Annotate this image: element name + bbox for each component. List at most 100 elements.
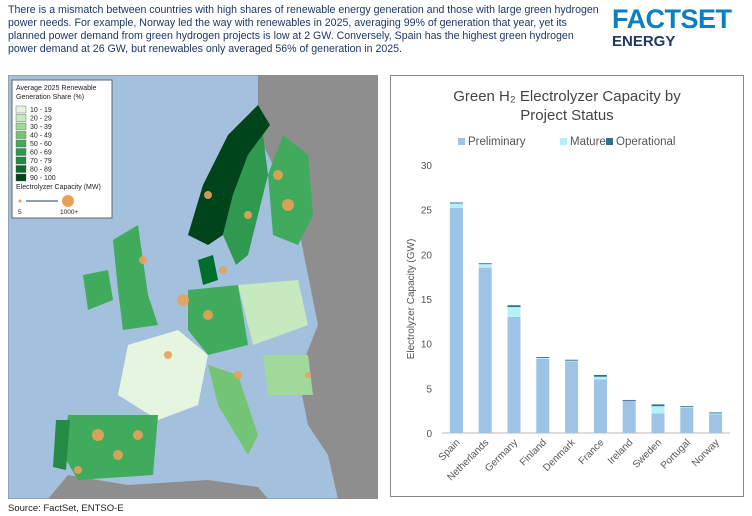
map-legend-label: 30 - 39	[30, 124, 52, 131]
size-legend-max: 1000+	[60, 209, 78, 216]
bar-segment	[651, 406, 665, 414]
portugal	[53, 420, 70, 470]
bar-segment	[709, 414, 723, 433]
y-tick-label: 0	[426, 429, 432, 440]
bar-segment	[593, 374, 607, 377]
finland	[268, 135, 313, 245]
land-africa	[48, 475, 268, 499]
y-tick-label: 5	[426, 384, 432, 395]
map-legend-swatch	[15, 148, 27, 156]
map-legend-swatch	[15, 139, 27, 148]
map-legend-swatch	[15, 114, 27, 122]
map-legend-label: 40 - 49	[30, 133, 52, 140]
bar-segment	[449, 207, 463, 433]
map-legend-swatch	[15, 131, 27, 139]
chart-title: Green H₂ Electrolyzer Capacity by	[453, 88, 681, 105]
map-legend: Average 2025 Renewable Generation Share (…	[11, 79, 113, 219]
bar-segment	[507, 305, 521, 308]
header-text: There is a mismatch between countries wi…	[8, 4, 599, 55]
bar-segment	[709, 412, 723, 414]
bar-segment	[449, 203, 463, 208]
logo: FACTSET	[612, 4, 732, 34]
bar-segment	[507, 307, 521, 317]
bar-segment	[622, 400, 636, 433]
y-tick-label: 30	[421, 161, 433, 172]
map-legend-swatch	[15, 156, 27, 165]
y-axis-label: Electrolyzer Capacity (GW)	[406, 239, 417, 360]
chart-title: Project Status	[520, 107, 613, 124]
y-tick-label: 25	[421, 206, 433, 217]
bar-segment	[536, 357, 550, 359]
norway	[188, 105, 270, 245]
poland	[238, 280, 308, 345]
legend-label: Preliminary	[468, 136, 526, 148]
size-legend-min: 5	[18, 209, 22, 216]
spain	[63, 415, 158, 480]
y-tick-label: 15	[421, 295, 433, 306]
x-tick-label: Spain	[437, 437, 463, 463]
map-legend-swatch	[15, 173, 27, 182]
italy	[208, 365, 258, 455]
map-legend-swatch	[15, 165, 27, 173]
map-legend-box	[11, 79, 113, 219]
bar-segment	[507, 316, 521, 433]
logo-sub: ENERGY	[612, 33, 676, 50]
bar-segment	[680, 406, 694, 408]
map-legend-label: 10 - 19	[30, 107, 52, 114]
map-legend-title: Average 2025 Renewable Generation Share (…	[16, 85, 97, 101]
legend-label: Mature	[570, 136, 606, 148]
bar-segment	[651, 404, 665, 407]
ireland	[83, 270, 113, 310]
capacity-bubbles	[74, 170, 311, 474]
denmark	[198, 255, 218, 285]
bar-segment	[593, 379, 607, 433]
bar-segment	[651, 413, 665, 433]
bar-segment	[680, 407, 694, 408]
y-tick-label: 10	[421, 340, 433, 351]
legend-swatch	[560, 138, 567, 145]
bar-segment	[680, 407, 694, 433]
germany	[188, 285, 248, 355]
chart: Green H₂ Electrolyzer Capacity by Project…	[406, 88, 730, 483]
map-legend-label: 90 - 100	[30, 175, 56, 182]
y-tick-label: 20	[421, 250, 433, 261]
uk	[113, 225, 158, 330]
map-legend-label: 80 - 89	[30, 167, 52, 174]
sweden	[223, 135, 268, 265]
x-tick-label: Sweden	[631, 437, 664, 470]
legend-label: Operational	[616, 136, 675, 148]
map: Average 2025 Renewable Generation Share (…	[8, 75, 378, 499]
bar-segment	[565, 359, 579, 361]
bar-segment	[565, 361, 579, 433]
bar-segment	[478, 264, 492, 268]
map-legend-title-line: Generation Share (%)	[16, 94, 84, 101]
size-legend-large	[62, 195, 74, 207]
map-legend-label: 50 - 60	[30, 141, 52, 148]
bar-segment	[536, 358, 550, 433]
x-tick-label: Denmark	[541, 437, 578, 474]
map-legend-label: 20 - 29	[30, 116, 52, 123]
legend-swatch	[606, 138, 613, 145]
map-legend-swatch	[15, 105, 27, 114]
x-tick-label: France	[577, 437, 607, 467]
bar-segment	[478, 267, 492, 433]
bar-segment	[622, 399, 636, 401]
map-legend-swatch	[15, 122, 27, 131]
size-legend-small	[18, 199, 22, 203]
map-legend-label: 60 - 69	[30, 150, 52, 157]
bar-segment	[449, 202, 463, 204]
bar-segment	[565, 360, 579, 362]
legend-swatch	[458, 138, 465, 145]
bar-segment	[478, 263, 492, 265]
map-legend-label: 70 - 79	[30, 158, 52, 165]
map-legend-title-line: Average 2025 Renewable	[16, 85, 97, 92]
bar-segment	[536, 357, 550, 358]
bar-segment	[593, 376, 607, 380]
source: Source: FactSet, ENTSO-E	[8, 503, 124, 514]
bar-segment	[709, 413, 723, 415]
size-legend-title: Electrolyzer Capacity (MW)	[16, 184, 101, 191]
romania	[263, 355, 313, 395]
x-tick-label: Portugal	[659, 437, 693, 471]
x-tick-label: Norway	[690, 437, 722, 469]
